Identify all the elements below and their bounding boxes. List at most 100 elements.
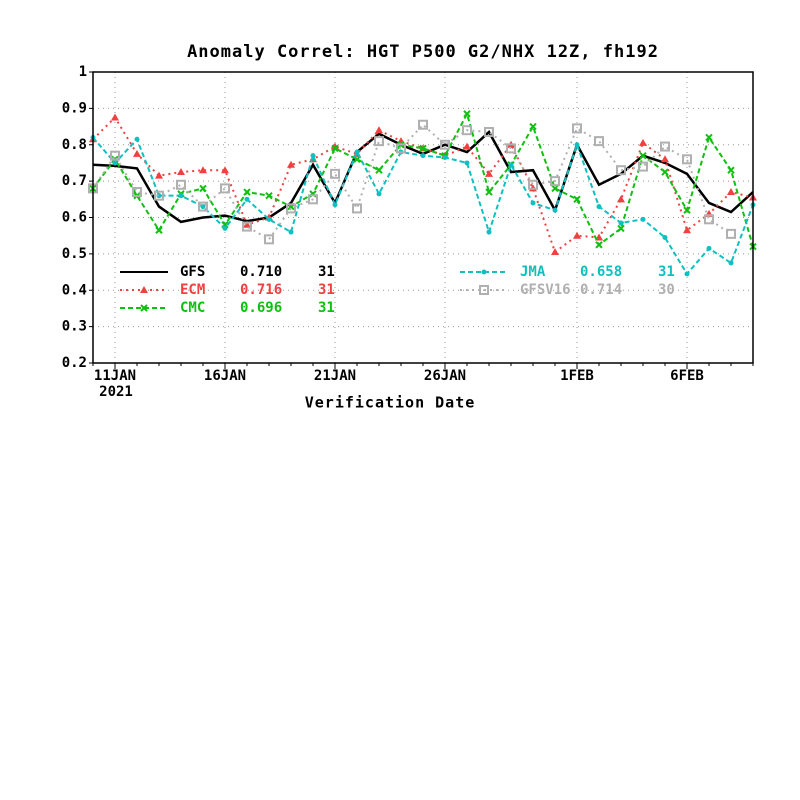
data-point — [177, 168, 185, 176]
data-point — [442, 154, 448, 160]
data-point — [156, 193, 162, 199]
chart-title: Anomaly Correl: HGT P500 G2/NHX 12Z, fh1… — [187, 42, 659, 62]
data-point — [154, 190, 164, 201]
data-point — [376, 191, 382, 197]
data-point — [199, 166, 207, 174]
legend-score: 0.714 — [580, 282, 622, 298]
data-point — [727, 166, 735, 174]
data-point — [155, 226, 163, 234]
data-point — [112, 160, 118, 166]
x-axis-label: Verification Date — [305, 394, 476, 412]
data-point — [287, 160, 295, 168]
data-point — [132, 187, 142, 198]
x-tick-label: 1FEB — [560, 368, 594, 384]
x-tick-label: 21JAN — [314, 368, 356, 384]
data-point — [551, 248, 559, 256]
data-point — [485, 169, 493, 177]
data-point — [640, 216, 646, 222]
data-point — [220, 183, 230, 194]
data-point — [572, 123, 582, 134]
y-tick-label: 1 — [79, 64, 87, 80]
data-point — [178, 193, 184, 199]
y-tick-label: 0.9 — [62, 100, 87, 116]
x-tick-label: 26JAN — [424, 368, 466, 384]
legend-marker — [140, 286, 148, 293]
data-point — [198, 201, 208, 212]
legend-score: 0.716 — [240, 282, 282, 298]
data-point — [484, 127, 494, 138]
legend-name: ECM — [180, 282, 205, 298]
data-point — [331, 142, 339, 150]
data-point — [242, 221, 252, 232]
data-point — [617, 224, 625, 233]
legend-name: GFSV16 — [520, 282, 571, 298]
data-point — [639, 138, 647, 146]
data-point — [550, 176, 560, 187]
data-point — [111, 113, 119, 121]
y-tick-label: 0.5 — [62, 246, 87, 262]
data-point — [462, 125, 472, 136]
data-point — [464, 160, 470, 166]
data-point — [354, 149, 360, 155]
data-point — [682, 154, 692, 165]
legend-name: GFS — [180, 264, 205, 280]
data-point — [552, 207, 558, 213]
data-point — [463, 142, 471, 150]
y-tick-label: 0.7 — [62, 173, 87, 189]
data-point — [420, 153, 426, 159]
data-point — [110, 150, 120, 161]
data-point — [574, 142, 580, 148]
legend-count: 31 — [318, 282, 335, 298]
data-point — [683, 206, 691, 214]
x-tick-label: 6FEB — [670, 368, 704, 384]
data-point — [595, 241, 603, 249]
data-point — [594, 136, 604, 147]
data-point — [243, 188, 251, 196]
data-point — [176, 179, 186, 190]
legend-name: JMA — [520, 264, 546, 280]
data-point — [200, 204, 206, 210]
data-point — [661, 155, 669, 163]
legend-count: 31 — [318, 300, 335, 316]
data-point — [551, 184, 559, 193]
data-point — [332, 202, 338, 208]
legend-marker — [481, 269, 487, 275]
legend-count: 31 — [658, 264, 675, 280]
data-point — [264, 234, 274, 245]
legend-score: 0.696 — [240, 300, 282, 316]
data-point — [726, 228, 736, 239]
data-point — [485, 188, 493, 196]
y-tick-label: 0.4 — [62, 282, 87, 298]
y-tick-label: 0.8 — [62, 137, 87, 153]
data-point — [616, 165, 626, 176]
plot-frame — [92, 71, 754, 364]
data-point — [396, 143, 406, 154]
series-line — [92, 123, 732, 241]
legend-marker — [479, 285, 489, 295]
data-point — [331, 144, 339, 153]
data-point — [243, 220, 251, 228]
legend-marker — [140, 304, 148, 312]
legend-score: 0.658 — [580, 264, 622, 280]
data-point — [705, 133, 713, 142]
data-point — [617, 195, 625, 203]
data-point — [375, 126, 383, 134]
data-point — [661, 168, 669, 176]
data-point — [704, 214, 714, 225]
data-point — [638, 161, 648, 172]
data-point — [463, 110, 471, 118]
legend-count: 31 — [318, 264, 335, 280]
data-point — [573, 231, 581, 239]
data-point — [728, 260, 734, 266]
x-tick-label: 11JAN — [94, 368, 136, 384]
data-point — [528, 179, 538, 190]
data-point — [660, 141, 670, 152]
data-point — [639, 151, 647, 160]
data-point — [683, 226, 691, 234]
data-point — [310, 153, 316, 159]
data-point — [199, 184, 207, 193]
data-point — [133, 149, 141, 157]
data-point — [288, 229, 294, 235]
